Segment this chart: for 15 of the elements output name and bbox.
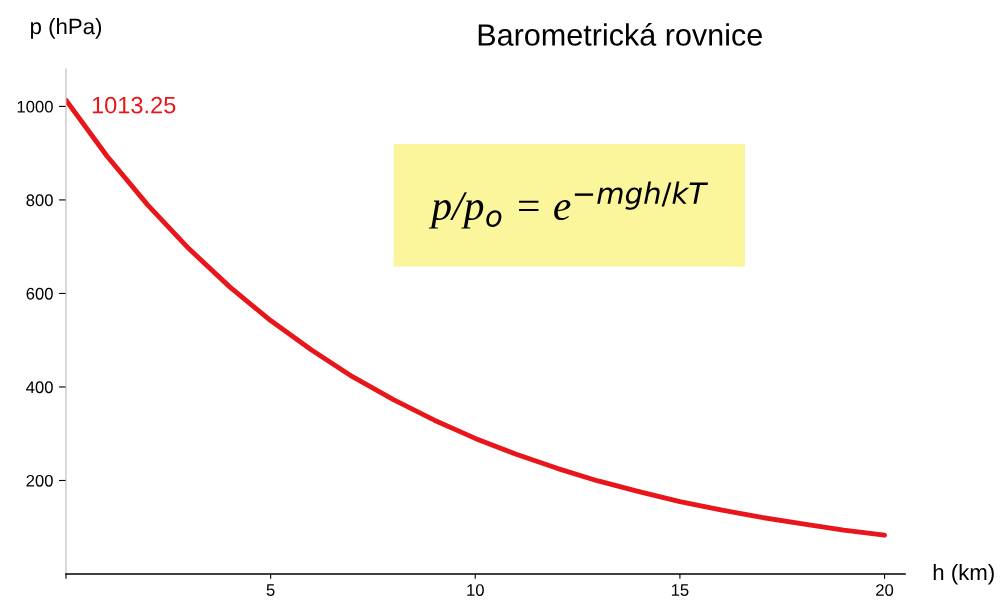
y-tick-label: 400 <box>26 381 53 394</box>
line-series <box>66 97 887 538</box>
y-tick-label: 800 <box>26 194 53 207</box>
x-tick-label: 20 <box>876 584 894 596</box>
x-tick-label: 15 <box>671 584 689 596</box>
annotation: p/p$_{o}$ = e$^{−mgh/kT}$ <box>428 181 709 229</box>
y-axis-title: p (hPa) <box>31 17 102 39</box>
chart-title: Barometrická rovnice <box>478 23 762 46</box>
y-tick-label: 1000 <box>17 100 53 113</box>
x-tick-label: 5 <box>266 584 275 596</box>
x-axis-title: h (km) <box>933 563 994 585</box>
x-tick-label: 10 <box>467 584 484 596</box>
y-tick-label: 600 <box>26 287 53 300</box>
annotation: 1013.25 <box>92 96 176 114</box>
y-tick-label: 200 <box>26 474 53 487</box>
